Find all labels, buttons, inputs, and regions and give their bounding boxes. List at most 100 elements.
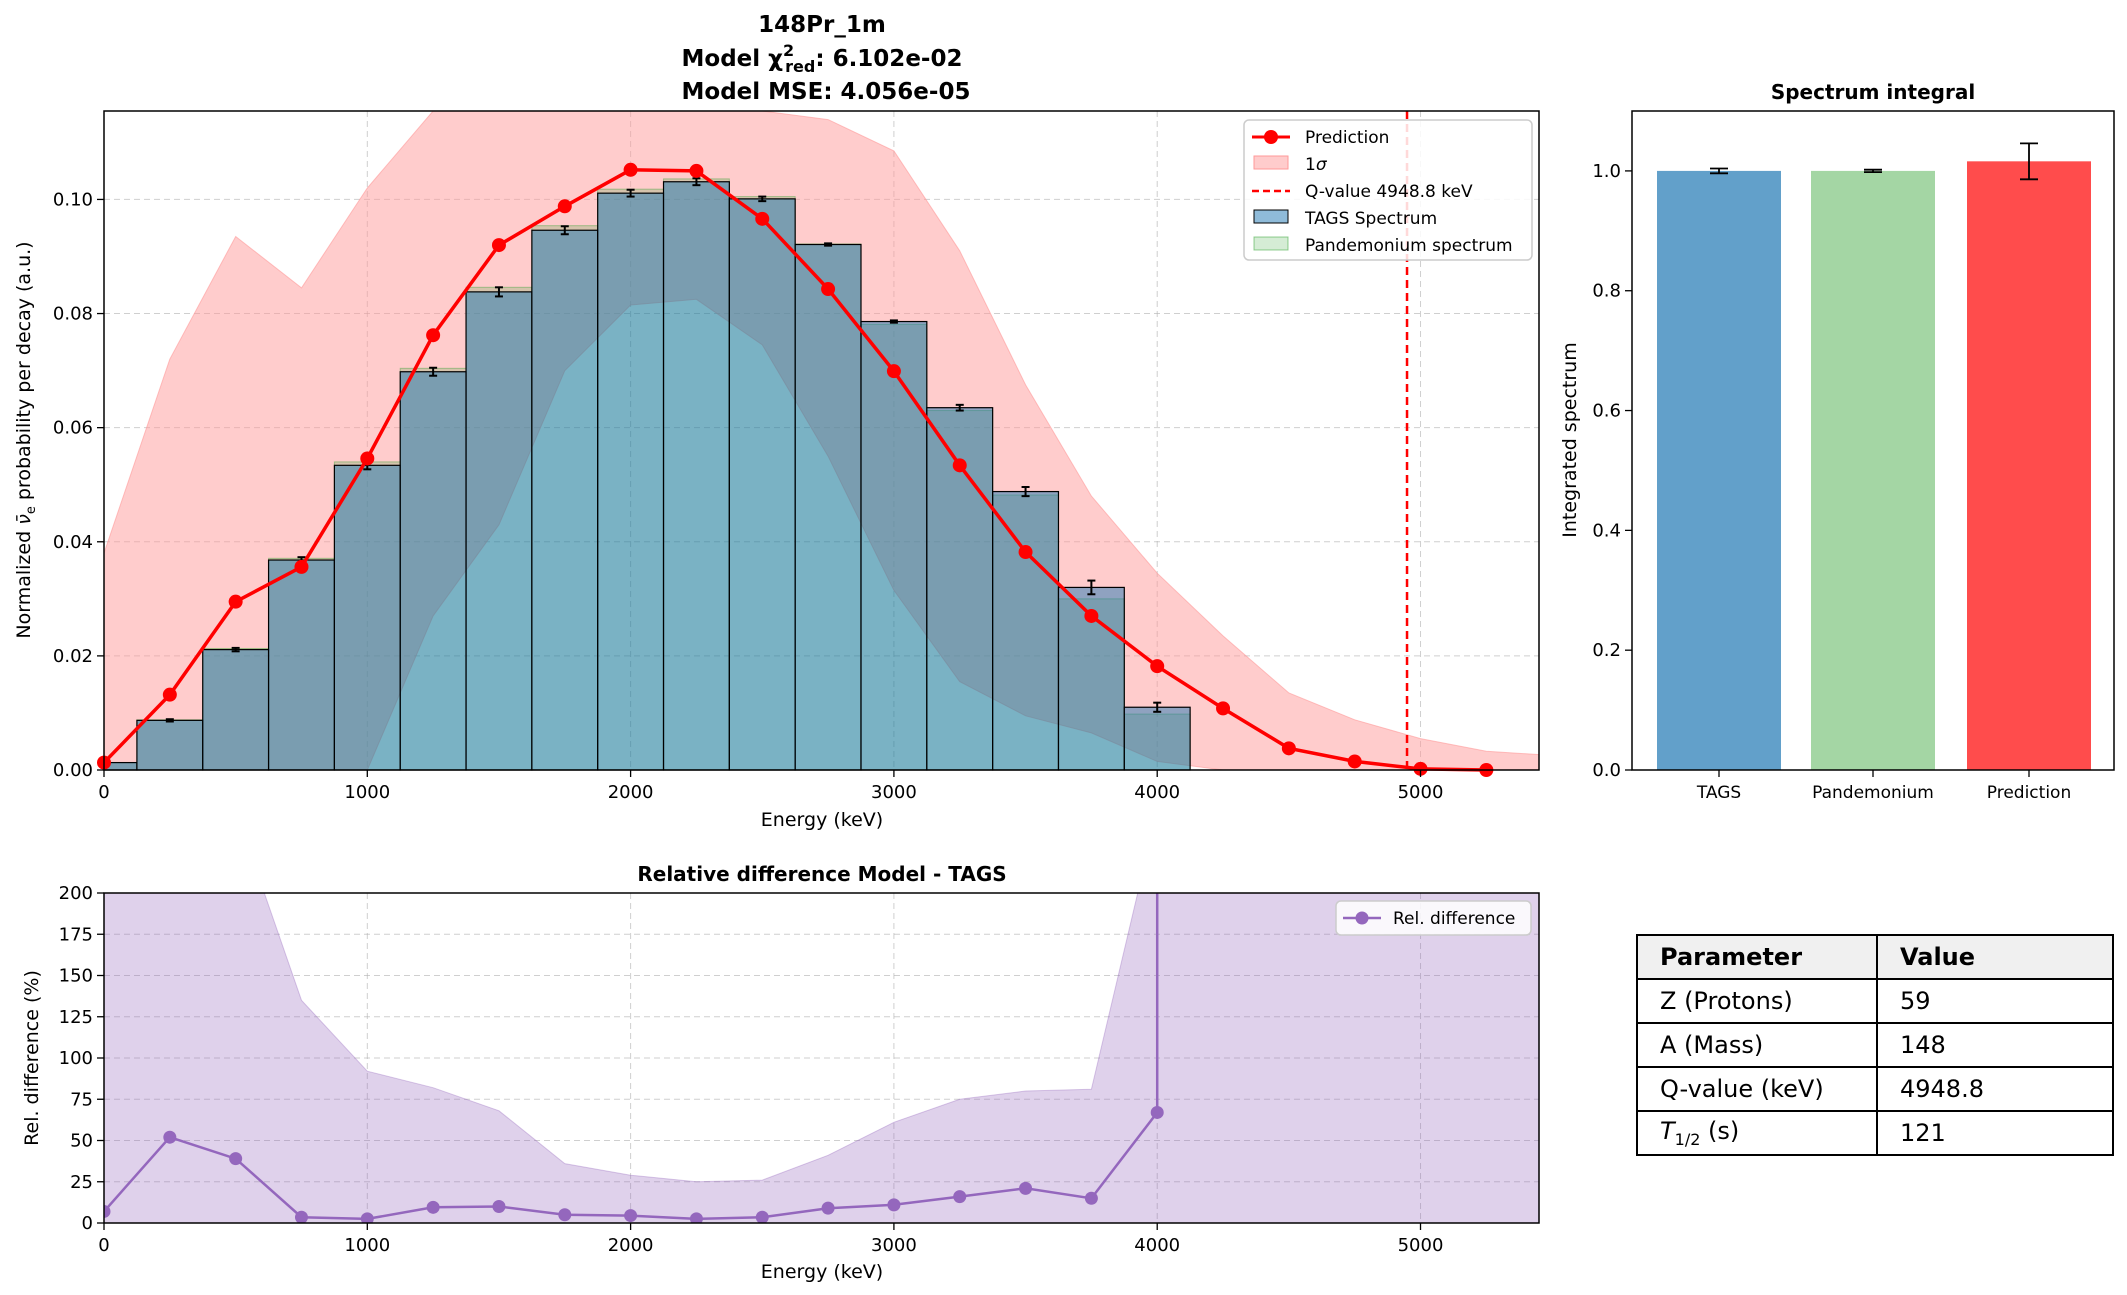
reldiff-legend: Rel. difference	[1335, 900, 1532, 936]
reldiff-point	[821, 1201, 835, 1215]
prediction-point	[1084, 608, 1099, 623]
reldiff-band-area	[104, 893, 1539, 1223]
integral-bar	[1657, 170, 1781, 771]
tags-bar	[728, 198, 796, 771]
integral-y-label: Integrated spectrum	[1559, 342, 1581, 537]
reldiff-y-tick-label: 125	[59, 1007, 93, 1028]
y-tick-label: 0.00	[53, 760, 93, 781]
integral-x-tick-label: Pandemonium	[1812, 783, 1934, 803]
integral-panel: Spectrum integral TAGS Pandemonium Predict…	[1559, 80, 2115, 803]
table-cell-param: A (Mass)	[1636, 1022, 1878, 1068]
figure-title-line-1: 148Pr_1m	[758, 12, 886, 38]
integral-y-ticks: 0.0 0.2 0.4 0.6 0.8 1.0	[1592, 161, 1632, 781]
integral-bars	[1657, 161, 2091, 771]
legend-tags-swatch	[1253, 209, 1289, 224]
reldiff-x-tick-label: 4000	[1134, 1235, 1180, 1256]
figure-title-line-2: Model χ2 red: 6.102e-02	[682, 41, 963, 76]
reldiff-x-tick-label: 0	[98, 1235, 109, 1256]
legend-sigma-swatch	[1253, 155, 1289, 170]
reldiff-point	[163, 1130, 177, 1144]
table-cell-value: 4948.8	[1876, 1066, 2114, 1112]
reldiff-y-tick-label: 25	[70, 1172, 93, 1193]
table-row: Q-value (keV) 4948.8	[1636, 1066, 2114, 1112]
reldiff-y-tick-label: 200	[59, 883, 93, 904]
legend-pandemonium-swatch	[1253, 236, 1289, 251]
reldiff-y-tick-label: 175	[59, 924, 93, 945]
tags-bar	[136, 719, 204, 771]
integral-y-tick-label: 0.8	[1592, 281, 1621, 302]
table-cell-value: 148	[1876, 1022, 2114, 1068]
integral-x-ticks: TAGS Pandemonium Prediction	[1696, 770, 2071, 803]
x-tick-label: 5000	[1398, 782, 1444, 803]
x-tick-label: 1000	[344, 782, 390, 803]
reldiff-point	[558, 1208, 572, 1222]
reldiff-point	[229, 1152, 243, 1166]
integral-title: Spectrum integral	[1771, 80, 1975, 104]
x-tick-label: 2000	[608, 782, 654, 803]
integral-y-tick-label: 0.2	[1592, 640, 1621, 661]
legend-pandemonium-label: Pandemonium spectrum	[1305, 236, 1513, 256]
legend-tags-label: TAGS Spectrum	[1304, 209, 1437, 229]
x-tick-label: 3000	[871, 782, 917, 803]
prediction-point	[294, 559, 309, 574]
prediction-point	[952, 458, 967, 473]
spectrum-x-label: Energy (keV)	[761, 809, 883, 831]
prediction-point	[557, 199, 572, 214]
tags-bar	[794, 243, 862, 771]
y-tick-label: 0.08	[53, 304, 93, 325]
prediction-point	[162, 687, 177, 702]
reldiff-x-tick-label: 5000	[1398, 1235, 1444, 1256]
prediction-point	[1413, 761, 1428, 776]
tags-bar	[1123, 706, 1191, 771]
reldiff-point	[953, 1190, 967, 1204]
table-cell-param: Q-value (keV)	[1636, 1066, 1878, 1112]
integral-y-tick-label: 0.6	[1592, 401, 1621, 422]
reldiff-x-label: Energy (keV)	[761, 1261, 883, 1283]
reldiff-point	[1084, 1191, 1098, 1205]
prediction-point	[886, 364, 901, 379]
integral-bar	[1967, 161, 2091, 771]
table-row: A (Mass) 148	[1636, 1022, 2114, 1068]
reldiff-point	[294, 1210, 308, 1223]
y-tick-label: 0.04	[53, 532, 93, 553]
x-tick-label: 0	[98, 782, 109, 803]
reldiff-point	[1150, 1105, 1164, 1119]
table-header-value: Value	[1876, 934, 2114, 980]
prediction-point	[689, 163, 704, 178]
table-cell-value: 121	[1876, 1110, 2114, 1156]
legend-prediction-label: Prediction	[1305, 128, 1389, 148]
reldiff-band	[104, 893, 1539, 1223]
prediction-point	[228, 594, 243, 609]
reldiff-y-label: Rel. difference (%)	[21, 970, 43, 1146]
prediction-point	[360, 451, 375, 466]
integral-x-tick-label: Prediction	[1987, 783, 2071, 803]
spectrum-legend: Prediction 1σ Q-value 4948.8 keV TAGS Sp…	[1243, 119, 1533, 261]
reldiff-y-tick-label: 50	[70, 1131, 93, 1152]
integral-y-tick-label: 0.4	[1592, 520, 1621, 541]
reldiff-y-tick-label: 75	[70, 1089, 93, 1110]
reldiff-x-ticks: 0 1000 2000 3000 4000 5000	[98, 1223, 1443, 1256]
prediction-point	[821, 282, 836, 297]
integral-x-tick-label: TAGS	[1696, 783, 1741, 803]
legend-prediction-marker	[1264, 130, 1278, 144]
y-tick-label: 0.10	[53, 189, 93, 210]
integral-error-bars	[1710, 142, 2038, 181]
reldiff-y-tick-label: 0	[82, 1213, 93, 1234]
reldiff-line	[104, 893, 1164, 1223]
figure-title-line-3: Model MSE: 4.056e-05	[682, 79, 971, 105]
reldiff-point	[360, 1212, 374, 1223]
tags-bar	[333, 464, 401, 771]
y-tick-label: 0.06	[53, 418, 93, 439]
prediction-point	[426, 328, 441, 343]
table-header-parameter: Parameter	[1636, 934, 1878, 980]
spectrum-y-label: Normalized ν̄e probability per decay (a.…	[13, 241, 39, 638]
y-tick-label: 0.02	[53, 646, 93, 667]
reldiff-x-tick-label: 3000	[871, 1235, 917, 1256]
prediction-line	[97, 162, 1494, 777]
tags-bar	[531, 229, 599, 771]
reldiff-legend-frame	[1335, 900, 1532, 936]
prediction-point	[1150, 659, 1165, 674]
reldiff-point	[624, 1209, 638, 1223]
prediction-point	[755, 211, 770, 226]
